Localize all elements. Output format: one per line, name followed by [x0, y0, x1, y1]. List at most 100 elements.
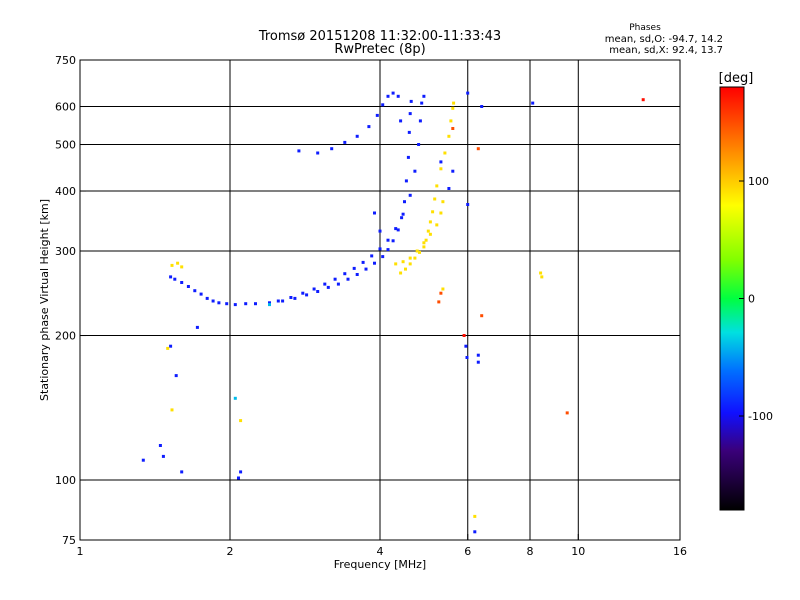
scatter-point [180, 281, 184, 284]
scatter-point [373, 261, 376, 265]
y-tick-label: 200 [55, 330, 76, 343]
y-axis-label: Stationary phase Virtual Height [km] [38, 199, 51, 401]
scatter-point [386, 238, 390, 242]
scatter-point [330, 147, 334, 151]
x-tick-label: 8 [527, 545, 534, 558]
scatter-point [428, 232, 432, 236]
scatter-point [451, 169, 455, 173]
scatter-point [464, 344, 468, 348]
scatter-point [473, 514, 477, 518]
scatter-point [422, 245, 426, 249]
scatter-point [186, 285, 190, 288]
scatter-point [480, 314, 484, 318]
scatter-point [418, 250, 421, 254]
scatter-point [361, 260, 365, 264]
scatter-point [254, 302, 257, 306]
scatter-point [305, 293, 309, 297]
scatter-point [180, 265, 184, 269]
scatter-points [141, 91, 645, 534]
scatter-point [211, 299, 215, 303]
scatter-point [399, 119, 403, 123]
y-tick-label: 750 [55, 54, 76, 67]
scatter-point [428, 220, 432, 224]
scatter-point [404, 267, 407, 271]
scatter-point [169, 275, 173, 279]
scatter-point [439, 211, 443, 215]
colorbar-label: [deg] [719, 71, 754, 86]
scatter-point [476, 353, 480, 357]
scatter-point [333, 277, 337, 281]
scatter-point [394, 227, 398, 231]
scatter-point [373, 211, 376, 215]
scatter-point [268, 301, 271, 305]
scatter-point [447, 187, 451, 190]
scatter-point [409, 99, 413, 103]
scatter-point [435, 223, 439, 227]
scatter-point [193, 289, 197, 293]
x-tick-label: 2 [227, 545, 234, 558]
scatter-point [370, 254, 374, 258]
scatter-point [239, 419, 243, 423]
scatter-point [449, 119, 453, 123]
scatter-point [406, 155, 410, 159]
scatter-point [364, 267, 368, 271]
scatter-point [378, 229, 382, 233]
colorbar-ticks: 100 0 -100 [739, 175, 773, 423]
scatter-point [244, 302, 248, 306]
scatter-point [375, 113, 379, 117]
x-axis-ticks: 1 2 4 6 8 10 16 [77, 534, 687, 558]
scatter-point [466, 91, 470, 95]
scatter-point [336, 282, 340, 286]
scatter-point [473, 530, 477, 534]
y-axis-ticks: 75 100 200 300 400 500 600 750 [55, 54, 86, 547]
scatter-point [276, 299, 280, 303]
scatter-point [565, 411, 569, 415]
scatter-point [199, 292, 203, 296]
y-tick-label: 500 [55, 139, 76, 152]
scatter-point [289, 296, 293, 299]
scatter-point [399, 271, 403, 275]
scatter-point [381, 255, 385, 259]
scatter-point [420, 101, 424, 105]
scatter-point [233, 303, 237, 307]
scatter-point [443, 151, 447, 155]
scatter-point [439, 160, 443, 164]
scatter-point [466, 203, 470, 206]
x-tick-label: 4 [377, 545, 384, 558]
scatter-point [378, 247, 382, 251]
x-tick-label: 6 [464, 545, 471, 558]
scatter-point [158, 444, 162, 447]
stats-heading: Phases [629, 23, 661, 33]
scatter-point [312, 287, 316, 291]
scatter-point [476, 147, 480, 151]
y-tick-label: 600 [55, 101, 76, 114]
scatter-point [413, 169, 417, 173]
scatter-point [301, 291, 305, 295]
scatter-point [424, 238, 428, 242]
scatter-point [433, 197, 437, 201]
scatter-point [173, 277, 177, 281]
scatter-point [170, 263, 174, 267]
chart-subtitle: RwPretec (8p) [334, 42, 425, 57]
scatter-point [396, 94, 400, 98]
scatter-point [396, 228, 400, 232]
scatter-point [407, 130, 411, 134]
scatter-point [205, 296, 209, 300]
scatter-point [297, 149, 301, 153]
scatter-point [431, 210, 435, 214]
scatter-point [326, 285, 330, 289]
scatter-point [367, 125, 371, 129]
scatter-point [408, 112, 412, 116]
colorbar-tick-label: -100 [748, 410, 773, 423]
scatter-point [386, 94, 390, 98]
scatter-point [316, 151, 320, 155]
scatter-point [422, 94, 426, 98]
scatter-point [447, 134, 451, 138]
scatter-point [452, 101, 456, 105]
scatter-point [408, 256, 412, 260]
scatter-point [391, 239, 395, 243]
scatter-point [426, 229, 430, 233]
scatter-point [316, 290, 320, 293]
scatter-point [641, 98, 645, 102]
scatter-point [293, 296, 297, 300]
